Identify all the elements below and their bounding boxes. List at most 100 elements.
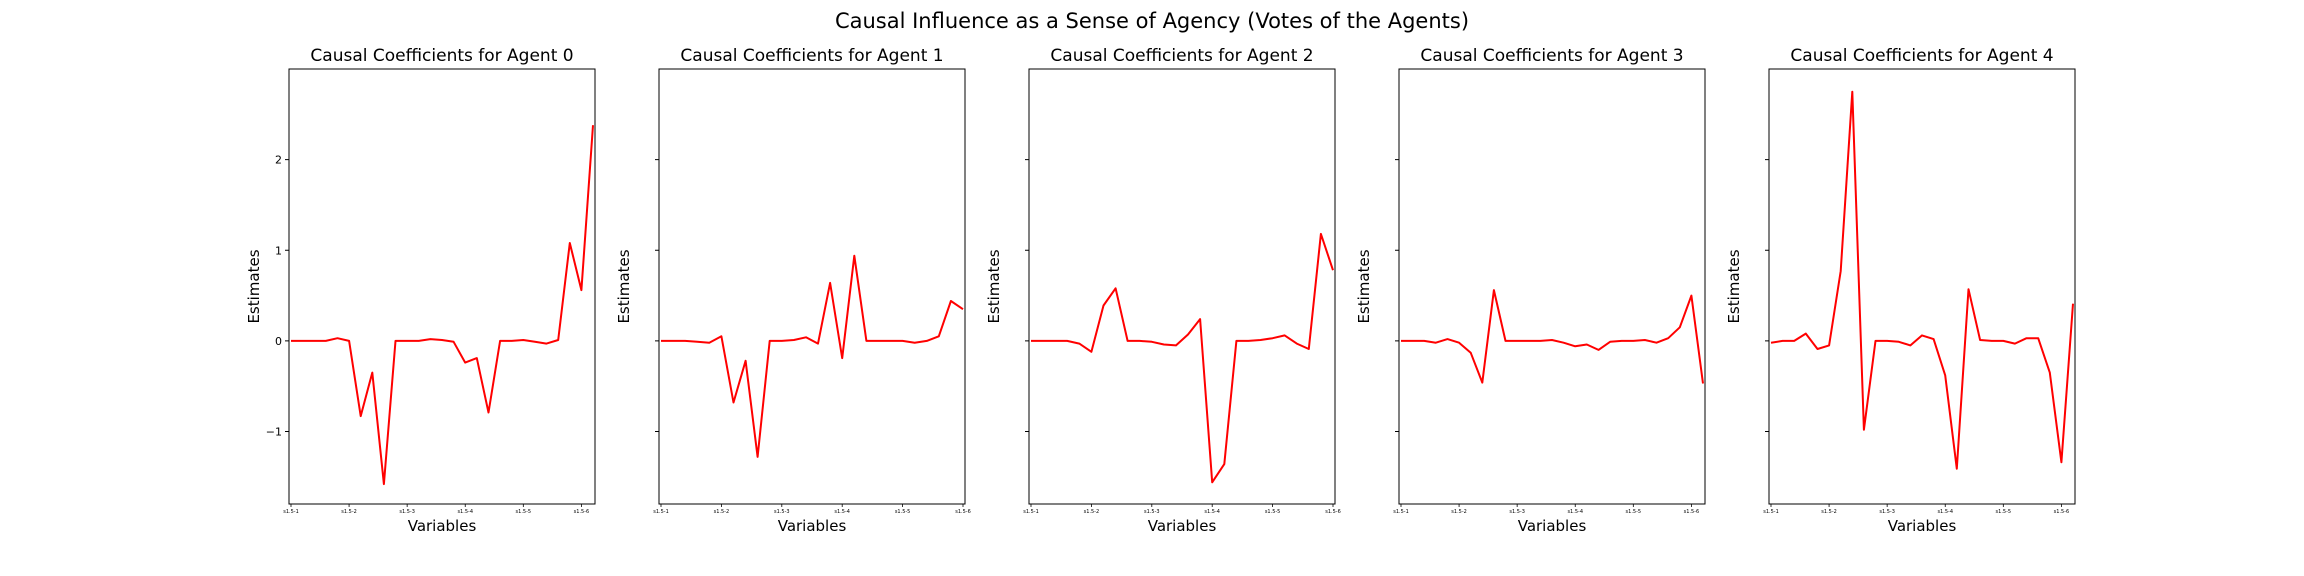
data-point [1944, 374, 1946, 376]
x-tick-label: s1.5-2 [1821, 509, 1837, 515]
data-point [1991, 340, 1993, 342]
data-point [708, 342, 710, 344]
data-point [1223, 463, 1225, 465]
data-point [383, 483, 385, 485]
data-point [1235, 340, 1237, 342]
data-point [360, 415, 362, 417]
data-point [1828, 344, 1830, 346]
data-point [1644, 339, 1646, 341]
data-point [1102, 305, 1104, 307]
x-tick-label: s1.5-3 [774, 509, 790, 515]
data-point [1679, 326, 1681, 328]
data-point [914, 342, 916, 344]
y-axis-label: Estimates [615, 249, 633, 323]
data-point [817, 343, 819, 345]
x-tick-label: s1.5-3 [1879, 509, 1895, 515]
x-tick-label: s1.5-1 [653, 509, 669, 515]
x-tick-label: s1.5-6 [2054, 509, 2070, 515]
data-point [511, 340, 513, 342]
data-point [418, 340, 420, 342]
y-tick-label: −1 [266, 426, 282, 439]
subplot-agent-2: Causal Coefficients for Agent 2 Variables… [985, 46, 1341, 535]
data-point [2014, 343, 2016, 345]
data-point [464, 362, 466, 364]
y-tick-label: 0 [275, 335, 282, 348]
x-tick-label: s1.5-1 [1023, 509, 1039, 515]
y-tick-label: 2 [275, 154, 282, 167]
axes-frame [1768, 68, 2076, 505]
data-point [557, 339, 559, 341]
data-point [865, 340, 867, 342]
x-axis-label: Variables [1888, 517, 1957, 535]
data-point [1272, 337, 1274, 339]
data-point [745, 360, 747, 362]
data-point [1423, 340, 1425, 342]
data-point [672, 340, 674, 342]
data-point [841, 357, 843, 359]
x-tick-label: s1.5-4 [1567, 509, 1583, 515]
data-point [1412, 340, 1414, 342]
data-point [429, 338, 431, 340]
data-point [371, 372, 373, 374]
subplot-title: Causal Coefficients for Agent 4 [1790, 46, 2053, 66]
data-point [1187, 334, 1189, 336]
data-point [2026, 337, 2028, 339]
data-point [1284, 334, 1286, 336]
data-point [1308, 348, 1310, 350]
data-point [1470, 352, 1472, 354]
data-point [1030, 340, 1032, 342]
y-axis-label: Estimates [245, 249, 263, 323]
subplot-agent-1: Causal Coefficients for Agent 1 Variables… [615, 46, 971, 535]
subplot-title: Causal Coefficients for Agent 3 [1420, 46, 1683, 66]
x-tick-label: s1.5-1 [1393, 509, 1409, 515]
data-point [684, 340, 686, 342]
data-point [1805, 333, 1807, 335]
data-point [1921, 334, 1923, 336]
x-tick-label: s1.5-3 [1509, 509, 1525, 515]
data-point [1956, 468, 1958, 470]
data-point [1770, 342, 1772, 344]
data-point [1078, 343, 1080, 345]
x-tick-label: s1.5-4 [1937, 509, 1953, 515]
data-point [476, 357, 478, 359]
data-point [1042, 340, 1044, 342]
axes-frame [1028, 68, 1336, 505]
data-point [1528, 340, 1530, 342]
data-point [696, 341, 698, 343]
data-point [1199, 318, 1201, 320]
data-point [805, 336, 807, 338]
data-point [1054, 340, 1056, 342]
data-point [660, 340, 662, 342]
axes-frame [1398, 68, 1706, 505]
data-point [1898, 341, 1900, 343]
data-point [902, 340, 904, 342]
data-point [1332, 269, 1334, 271]
subplot-title: Causal Coefficients for Agent 0 [310, 46, 573, 66]
axes-frame [288, 68, 596, 505]
data-point [395, 340, 397, 342]
data-point [1127, 340, 1129, 342]
x-tick-label: s1.5-5 [895, 509, 911, 515]
data-point [793, 339, 795, 341]
x-tick-label: s1.5-1 [283, 509, 299, 515]
series-line [1401, 289, 1704, 384]
data-point [1782, 340, 1784, 342]
data-point [441, 339, 443, 341]
data-point [1609, 341, 1611, 343]
data-point [1175, 344, 1177, 346]
data-point [1574, 345, 1576, 347]
data-point [1481, 382, 1483, 384]
data-point [1151, 341, 1153, 343]
data-point [569, 242, 571, 244]
data-point [1211, 481, 1213, 483]
x-axis-label: Variables [408, 517, 477, 535]
data-point [938, 335, 940, 337]
data-point [290, 340, 292, 342]
data-point [406, 340, 408, 342]
data-point [1702, 382, 1704, 384]
data-point [1909, 344, 1911, 346]
data-point [1516, 340, 1518, 342]
data-point [1435, 342, 1437, 344]
x-tick-label: s1.5-5 [1626, 509, 1642, 515]
data-point [829, 282, 831, 284]
